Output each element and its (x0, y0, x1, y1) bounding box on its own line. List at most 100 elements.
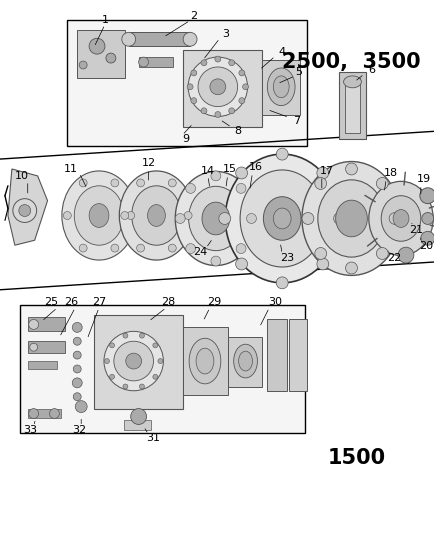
Text: 28: 28 (161, 297, 176, 306)
Circle shape (114, 341, 153, 381)
Circle shape (420, 188, 436, 204)
Bar (289, 319, 307, 391)
Circle shape (168, 179, 176, 187)
Circle shape (153, 343, 158, 348)
Ellipse shape (273, 208, 291, 229)
Ellipse shape (273, 76, 289, 98)
Circle shape (317, 258, 329, 270)
Circle shape (236, 167, 247, 179)
Circle shape (236, 183, 246, 193)
Bar (67, 20, 307, 146)
Ellipse shape (148, 205, 166, 227)
Ellipse shape (62, 171, 136, 260)
Ellipse shape (234, 344, 258, 378)
Circle shape (158, 359, 163, 364)
Circle shape (29, 319, 39, 329)
Text: 23: 23 (280, 253, 294, 263)
Circle shape (219, 213, 231, 224)
Circle shape (315, 177, 327, 189)
Bar (138, 57, 173, 67)
Circle shape (73, 337, 81, 345)
Circle shape (198, 67, 238, 107)
Bar (339, 72, 366, 139)
Circle shape (137, 244, 145, 252)
Bar (28, 409, 61, 418)
Ellipse shape (393, 209, 409, 228)
Circle shape (236, 258, 247, 270)
Bar (183, 327, 228, 395)
Circle shape (49, 409, 60, 418)
Text: 11: 11 (64, 164, 78, 174)
Text: 9: 9 (183, 134, 190, 144)
Circle shape (168, 244, 176, 252)
Circle shape (334, 213, 346, 224)
Ellipse shape (263, 197, 301, 240)
Circle shape (72, 378, 82, 388)
Bar (267, 319, 287, 391)
Ellipse shape (74, 186, 124, 245)
Circle shape (73, 351, 81, 359)
Circle shape (106, 53, 116, 63)
Ellipse shape (202, 202, 230, 235)
Circle shape (302, 213, 314, 224)
Text: 19: 19 (417, 174, 431, 184)
Circle shape (73, 365, 81, 373)
Text: 29: 29 (207, 297, 221, 306)
Circle shape (183, 33, 197, 46)
Circle shape (315, 247, 327, 260)
Circle shape (104, 359, 110, 364)
Circle shape (13, 199, 37, 222)
Circle shape (75, 401, 87, 413)
Circle shape (111, 244, 119, 252)
Circle shape (79, 179, 87, 187)
Circle shape (153, 374, 158, 379)
Bar (183, 50, 262, 127)
Circle shape (346, 262, 357, 274)
Text: 33: 33 (23, 425, 37, 435)
Text: 16: 16 (248, 162, 262, 172)
Circle shape (376, 247, 388, 260)
Circle shape (243, 84, 248, 90)
Bar (20, 305, 305, 433)
Bar (345, 78, 360, 133)
Circle shape (184, 212, 192, 220)
Circle shape (110, 374, 114, 379)
Bar (94, 314, 183, 409)
Text: 17: 17 (320, 166, 334, 176)
Circle shape (30, 343, 38, 351)
Text: 5: 5 (296, 67, 303, 77)
Circle shape (126, 353, 141, 369)
Circle shape (398, 247, 414, 263)
Text: 22: 22 (387, 253, 401, 263)
Circle shape (201, 60, 207, 66)
Circle shape (127, 212, 134, 220)
Circle shape (422, 213, 434, 224)
Ellipse shape (369, 181, 433, 256)
Bar (28, 361, 57, 369)
Text: 14: 14 (201, 166, 215, 176)
Text: 1: 1 (102, 15, 109, 26)
Text: 1500: 1500 (327, 448, 385, 468)
Text: 20: 20 (419, 241, 433, 251)
Circle shape (89, 38, 105, 54)
Circle shape (276, 148, 288, 160)
Circle shape (79, 61, 87, 69)
Text: 3: 3 (222, 29, 229, 39)
Text: 32: 32 (72, 425, 86, 435)
Polygon shape (8, 169, 48, 245)
Text: 18: 18 (384, 168, 398, 178)
Text: 21: 21 (409, 225, 423, 236)
Ellipse shape (318, 180, 385, 257)
Ellipse shape (189, 338, 221, 384)
Text: 4: 4 (279, 47, 286, 57)
Text: 2: 2 (191, 12, 198, 21)
Circle shape (139, 384, 145, 389)
Text: 27: 27 (92, 297, 106, 306)
Bar (28, 341, 65, 353)
Circle shape (276, 277, 288, 289)
Circle shape (29, 409, 39, 418)
Text: 6: 6 (368, 65, 375, 75)
Circle shape (104, 332, 163, 391)
Ellipse shape (225, 154, 339, 283)
Ellipse shape (119, 171, 194, 260)
